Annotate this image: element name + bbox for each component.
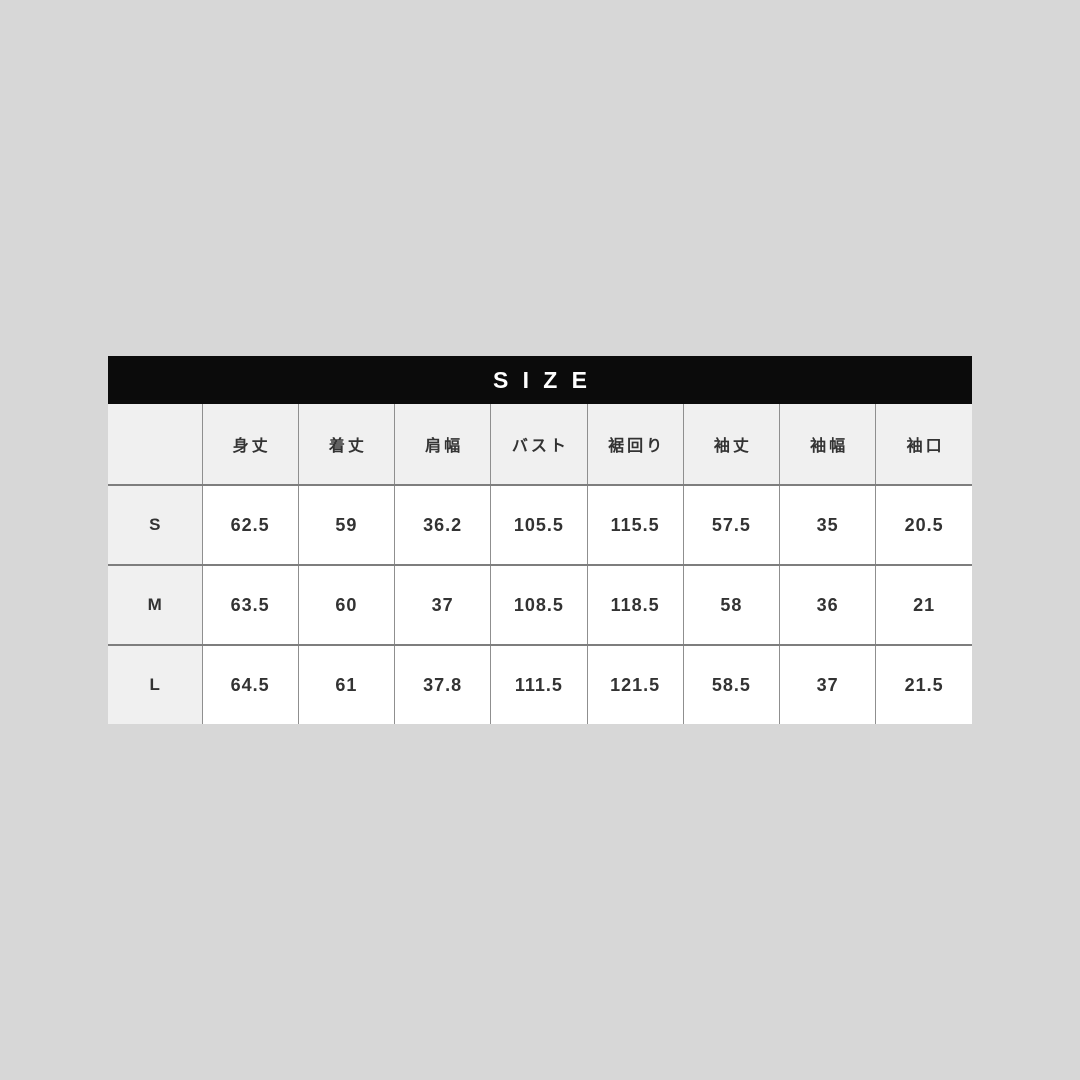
cell-l-sleeve-length: 58.5 bbox=[682, 644, 781, 724]
row-label-l: L bbox=[108, 644, 203, 724]
cell-s-sleeve-length: 57.5 bbox=[682, 484, 781, 566]
cell-m-sleeve-length: 58 bbox=[682, 564, 781, 646]
size-chart-title-bar: SIZE bbox=[108, 356, 972, 404]
cell-s-garment-length: 59 bbox=[297, 484, 396, 566]
col-header-sleeve-length: 袖丈 bbox=[682, 404, 781, 486]
cell-m-hem-width: 118.5 bbox=[586, 564, 684, 646]
cell-l-cuff: 21.5 bbox=[875, 644, 972, 724]
table-row-l: L 64.5 61 37.8 111.5 121.5 58.5 37 21.5 bbox=[108, 644, 972, 724]
column-header-row: 身丈 着丈 肩幅 バスト 裾回り 袖丈 袖幅 袖口 bbox=[108, 404, 972, 486]
row-label-s: S bbox=[108, 484, 203, 566]
cell-s-bust: 105.5 bbox=[490, 484, 588, 566]
cell-l-body-length: 64.5 bbox=[201, 644, 299, 724]
cell-s-sleeve-width: 35 bbox=[778, 484, 877, 566]
cell-l-shoulder-width: 37.8 bbox=[393, 644, 492, 724]
size-table: 身丈 着丈 肩幅 バスト 裾回り 袖丈 袖幅 袖口 S 62.5 59 36.2… bbox=[108, 404, 972, 724]
col-header-garment-length: 着丈 bbox=[297, 404, 396, 486]
cell-s-cuff: 20.5 bbox=[875, 484, 972, 566]
col-header-cuff: 袖口 bbox=[875, 404, 972, 486]
table-row-s: S 62.5 59 36.2 105.5 115.5 57.5 35 20.5 bbox=[108, 484, 972, 566]
cell-m-body-length: 63.5 bbox=[201, 564, 299, 646]
size-chart-title: SIZE bbox=[493, 366, 602, 393]
cell-l-hem-width: 121.5 bbox=[586, 644, 684, 724]
table-row-m: M 63.5 60 37 108.5 118.5 58 36 21 bbox=[108, 564, 972, 646]
corner-cell bbox=[108, 404, 203, 486]
row-label-m: M bbox=[108, 564, 203, 646]
cell-s-body-length: 62.5 bbox=[201, 484, 299, 566]
size-chart: SIZE 身丈 着丈 肩幅 バスト 裾回り 袖丈 袖幅 袖口 S 62.5 bbox=[108, 356, 972, 724]
cell-l-bust: 111.5 bbox=[490, 644, 588, 724]
cell-s-shoulder-width: 36.2 bbox=[393, 484, 492, 566]
cell-s-hem-width: 115.5 bbox=[586, 484, 684, 566]
cell-m-garment-length: 60 bbox=[297, 564, 396, 646]
cell-m-bust: 108.5 bbox=[490, 564, 588, 646]
col-header-shoulder-width: 肩幅 bbox=[393, 404, 492, 486]
col-header-bust: バスト bbox=[490, 404, 588, 486]
col-header-hem-width: 裾回り bbox=[586, 404, 684, 486]
cell-m-shoulder-width: 37 bbox=[393, 564, 492, 646]
cell-l-garment-length: 61 bbox=[297, 644, 396, 724]
cell-m-cuff: 21 bbox=[875, 564, 972, 646]
cell-l-sleeve-width: 37 bbox=[778, 644, 877, 724]
cell-m-sleeve-width: 36 bbox=[778, 564, 877, 646]
col-header-sleeve-width: 袖幅 bbox=[778, 404, 877, 486]
col-header-body-length: 身丈 bbox=[201, 404, 299, 486]
